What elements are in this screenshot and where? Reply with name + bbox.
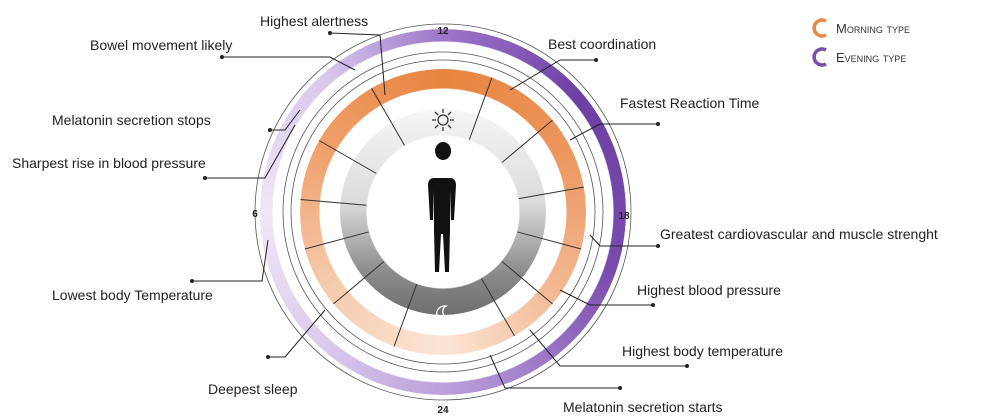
divider — [393, 284, 418, 347]
divider — [371, 87, 405, 146]
dividers — [300, 77, 584, 347]
event-label: Greatest cardiovascular and muscle stren… — [660, 226, 938, 242]
legend-icon-morning — [812, 18, 827, 38]
body-silhouette — [428, 142, 456, 272]
hour-label: 12 — [437, 26, 449, 37]
event-label: Best coordination — [548, 36, 656, 52]
legend-icon-evening — [812, 47, 827, 67]
event-label: Bowel movement likely — [90, 37, 232, 53]
event-label: Fastest Reaction Time — [620, 95, 759, 111]
dots — [190, 31, 689, 390]
leaders — [192, 32, 687, 389]
divider — [304, 231, 369, 250]
divider — [518, 186, 584, 200]
event-label: Sharpest rise in blood pressure — [12, 155, 206, 171]
event-label: Melatonin secretion stops — [52, 112, 211, 128]
divider — [481, 278, 515, 337]
sun-icon — [432, 109, 454, 131]
outline-arcs — [254, 23, 632, 401]
hour-label: 24 — [437, 405, 449, 416]
divider — [333, 261, 385, 305]
divider — [318, 140, 377, 174]
hour-label: 6 — [252, 209, 258, 220]
legend-label: Morning type — [836, 21, 910, 36]
legend-label: Evening type — [836, 50, 906, 65]
divider — [501, 261, 553, 305]
event-label: Highest body temperature — [622, 343, 783, 359]
event-label: Deepest sleep — [208, 381, 298, 397]
divider — [468, 77, 493, 140]
divider — [517, 231, 582, 250]
event-label: Highest blood pressure — [637, 282, 781, 298]
divider — [501, 119, 553, 163]
event-label: Highest alertness — [260, 13, 368, 29]
divider — [300, 199, 367, 206]
hour-label: 18 — [618, 211, 630, 222]
event-label: Lowest body Temperature — [52, 287, 213, 303]
event-label: Melatonin secretion starts — [563, 399, 723, 415]
moon-icon — [435, 305, 454, 323]
